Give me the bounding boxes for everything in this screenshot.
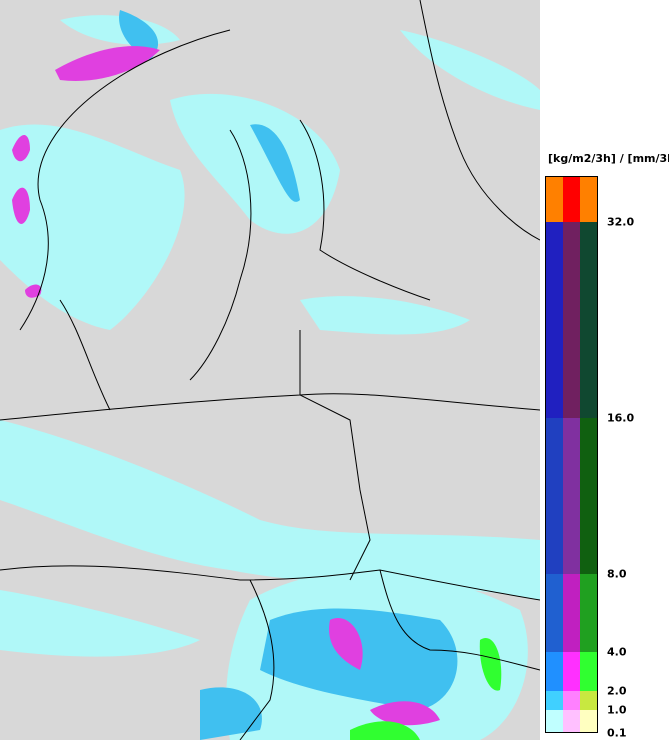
color-band <box>563 176 580 222</box>
precip-heavy <box>12 46 440 726</box>
borders <box>0 0 540 740</box>
precip-intense <box>350 638 502 740</box>
color-band <box>546 222 563 418</box>
color-band <box>546 691 563 710</box>
color-band <box>546 418 563 574</box>
tick-label: 0.1 <box>607 726 627 740</box>
color-band <box>580 652 597 691</box>
color-band <box>563 418 580 574</box>
tick-label: 2.0 <box>607 684 627 698</box>
color-band <box>580 418 597 574</box>
legend: [kg/m2/3h] / [mm/3h] 32.0 16.0 8.0 4.0 2.0 1.… <box>540 0 669 740</box>
color-band <box>563 652 580 691</box>
tick-label: 16.0 <box>607 411 635 425</box>
tick-label: 4.0 <box>607 645 627 659</box>
tick-label: 8.0 <box>607 567 627 581</box>
color-band <box>563 574 580 652</box>
color-band <box>563 710 580 733</box>
color-band <box>563 691 580 710</box>
tick-label: 1.0 <box>607 703 627 717</box>
precip-light <box>0 15 540 740</box>
color-band <box>563 222 580 418</box>
color-band <box>580 176 597 222</box>
color-band <box>546 652 563 691</box>
color-band <box>546 710 563 733</box>
colorbar-frame <box>545 176 598 733</box>
color-band <box>546 176 563 222</box>
legend-title: [kg/m2/3h] / [mm/3h] <box>548 152 669 165</box>
color-band <box>580 691 597 710</box>
color-band <box>580 222 597 418</box>
color-band <box>580 710 597 733</box>
color-band <box>580 574 597 652</box>
tick-label: 32.0 <box>607 215 635 229</box>
color-band <box>546 574 563 652</box>
map <box>0 0 540 740</box>
